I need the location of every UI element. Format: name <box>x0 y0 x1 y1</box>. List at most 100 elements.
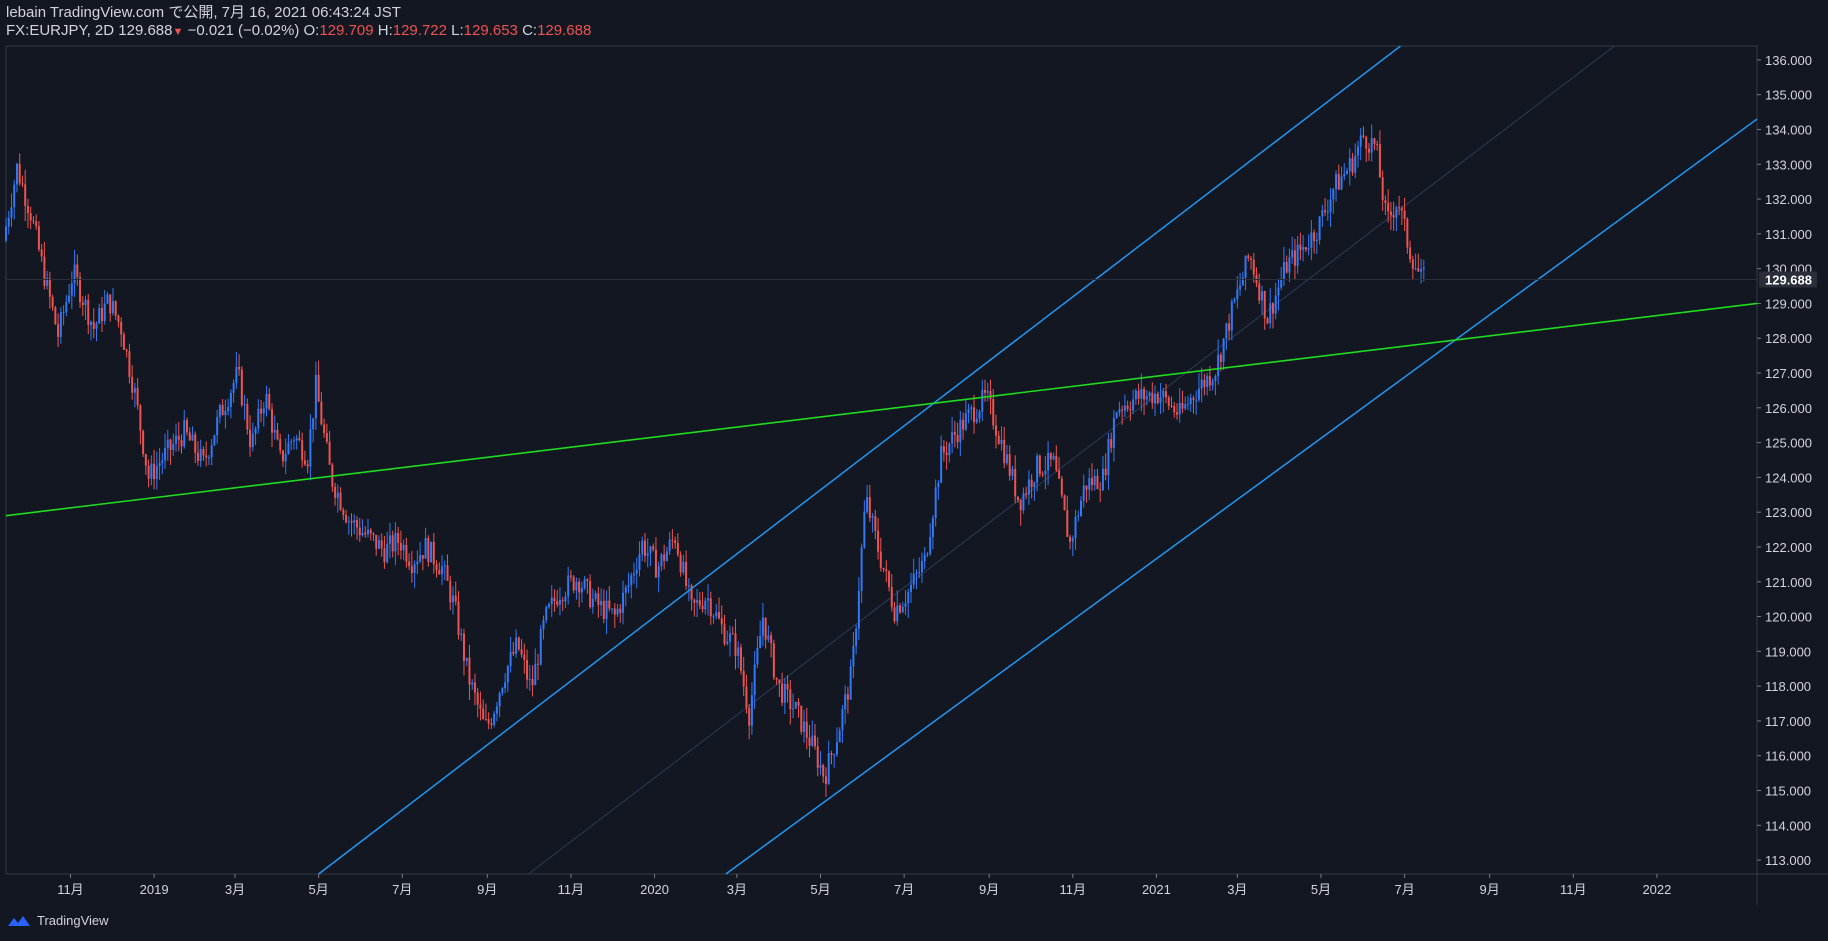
candle-up <box>1277 287 1280 296</box>
tradingview-logo[interactable]: TradingView <box>6 913 109 928</box>
candle-up <box>611 608 614 610</box>
channel-midline-group <box>528 45 1615 875</box>
candle-down <box>482 708 485 719</box>
candle-up <box>1112 417 1115 448</box>
candle-down <box>339 492 342 510</box>
candle-down <box>1409 247 1412 260</box>
candle-up <box>528 678 531 680</box>
symbol-label[interactable]: FX:EURJPY, 2D <box>6 22 115 39</box>
candle-up <box>783 683 786 703</box>
candle-up <box>207 457 210 459</box>
candle-up <box>229 392 232 407</box>
candle-up <box>1354 155 1357 173</box>
price-tick-label: 119.000 <box>1765 644 1811 659</box>
candle-up <box>441 566 444 575</box>
price-tick-label: 120.000 <box>1765 610 1812 625</box>
candle-down <box>1025 493 1028 495</box>
candle-up <box>1222 338 1225 362</box>
candle-down <box>1203 379 1206 387</box>
price-axis[interactable]: 136.000 135.000 134.000 133.000 132.000 131.0… <box>1757 53 1812 868</box>
candle-down <box>1104 468 1107 476</box>
candle-down <box>1208 376 1211 386</box>
time-axis[interactable]: 11月 2019 3月 5月 7月 9月 11月 2020 3月 5月 7月 9月 11月 2021 3月 5… <box>57 874 1671 897</box>
candle-up <box>852 646 855 667</box>
candle-down <box>1165 391 1168 398</box>
candle-down <box>764 617 767 640</box>
candle-up <box>665 551 668 561</box>
candle-down <box>517 637 520 650</box>
candle-up <box>1140 388 1143 399</box>
time-tick-label: 7月 <box>1394 882 1414 897</box>
candle-up <box>158 463 161 467</box>
candle-up <box>90 321 93 325</box>
candle-down <box>1299 244 1302 250</box>
candle-up <box>62 312 65 314</box>
candle-down <box>205 455 208 458</box>
candle-up <box>907 591 910 604</box>
candle-up <box>838 730 841 743</box>
candle-up <box>5 226 7 241</box>
candle-up <box>254 428 257 434</box>
candle-up <box>967 409 970 414</box>
candle-down <box>438 570 441 575</box>
last-price-label-box <box>1759 271 1817 288</box>
candle-down <box>1063 495 1066 511</box>
candle-up <box>970 407 973 410</box>
candle-up <box>835 742 838 755</box>
candle-down <box>1121 409 1124 411</box>
candle-up <box>857 591 860 629</box>
candle-down <box>613 608 616 615</box>
time-tick-label: 2021 <box>1142 882 1171 897</box>
time-tick-label: 7月 <box>392 882 412 897</box>
candle-up <box>901 606 904 613</box>
candle-down <box>1096 475 1099 489</box>
candle-up <box>1206 376 1209 387</box>
candle-up <box>1288 257 1291 273</box>
price-tick-label: 125.000 <box>1765 436 1812 451</box>
candle-down <box>893 607 896 622</box>
candle-up <box>295 438 298 441</box>
candle-up <box>224 411 227 416</box>
candle-down <box>421 555 424 559</box>
candle-up <box>1200 379 1203 389</box>
candle-up <box>737 647 740 656</box>
candle-down <box>405 544 408 562</box>
candle-up <box>756 648 759 665</box>
candle-up <box>558 600 561 605</box>
candle-down <box>356 520 359 528</box>
candle-up <box>1145 396 1148 400</box>
candle-up <box>235 366 238 383</box>
candle-up <box>929 537 932 554</box>
candle-down <box>320 401 323 425</box>
candle-down <box>1110 439 1113 448</box>
candle-down <box>317 374 320 402</box>
candle-up <box>605 600 608 619</box>
candle-down <box>279 439 282 451</box>
candle-up <box>103 303 106 322</box>
candle-down <box>479 704 482 709</box>
candle-up <box>1422 267 1425 270</box>
candle-down <box>51 296 54 308</box>
candle-up <box>273 429 276 433</box>
candle-up <box>59 312 62 337</box>
candle-up <box>199 449 202 462</box>
candle-up <box>1244 255 1247 278</box>
candle-down <box>720 618 723 625</box>
candle-up <box>545 607 548 621</box>
candle-up <box>504 682 507 689</box>
price-tick-label: 115.000 <box>1765 784 1811 799</box>
candle-down <box>1250 258 1253 260</box>
candle-down <box>569 575 572 577</box>
candle-down <box>1324 210 1327 212</box>
price-change: −0.021 (−0.02%) <box>187 22 300 39</box>
candle-up <box>65 301 68 313</box>
candle-up <box>1348 158 1351 172</box>
candle-down <box>526 659 529 680</box>
candle-up <box>1241 277 1244 286</box>
candle-down <box>561 600 564 602</box>
candle-down <box>800 705 803 732</box>
candle-down <box>1019 499 1022 511</box>
low-value: 129.653 <box>463 22 518 39</box>
candle-up <box>1217 354 1220 377</box>
